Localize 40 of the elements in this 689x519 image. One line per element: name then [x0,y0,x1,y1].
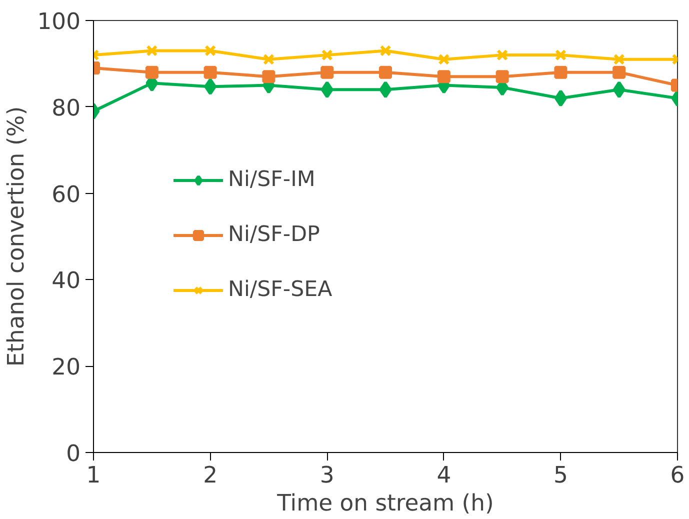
x-tick-label: 1 [86,462,101,488]
point [262,54,274,66]
x-tick-label: 5 [553,462,568,488]
legend-label: Ni/SF-SEA [228,277,332,302]
point [321,49,333,61]
y-tick-label: 0 [66,441,81,467]
point [613,54,625,66]
y-axis-title: Ethanol convertion (%) [3,106,30,367]
point [612,66,626,79]
y-tick-label: 100 [37,9,81,35]
x-tick-label: 3 [320,462,334,488]
point [554,49,566,61]
point [380,44,392,56]
y-tick-label: 40 [52,268,81,294]
x-axis-title: Time on stream (h) [276,490,494,516]
y-tick-label: 20 [52,354,81,381]
point [262,70,276,84]
point [437,70,450,84]
legend-label: Ni/SF-DP [228,222,320,247]
point [204,78,216,96]
point [204,44,216,56]
point [146,44,158,56]
point [379,81,392,98]
point [320,81,334,98]
legend-label: Ni/SF-IM [228,167,316,192]
y-tick-label: 80 [52,95,81,122]
point [554,66,568,79]
point [612,81,626,98]
y-tick-label: 60 [52,182,81,208]
point [554,90,567,107]
point [496,70,509,84]
x-tick-label: 4 [436,462,452,488]
x-tick-label: 6 [670,462,685,488]
point [496,49,508,61]
point [204,66,217,79]
x-tick-label: 2 [203,462,218,488]
point [379,66,392,79]
point [320,66,334,79]
point [438,54,450,66]
point [145,66,158,79]
